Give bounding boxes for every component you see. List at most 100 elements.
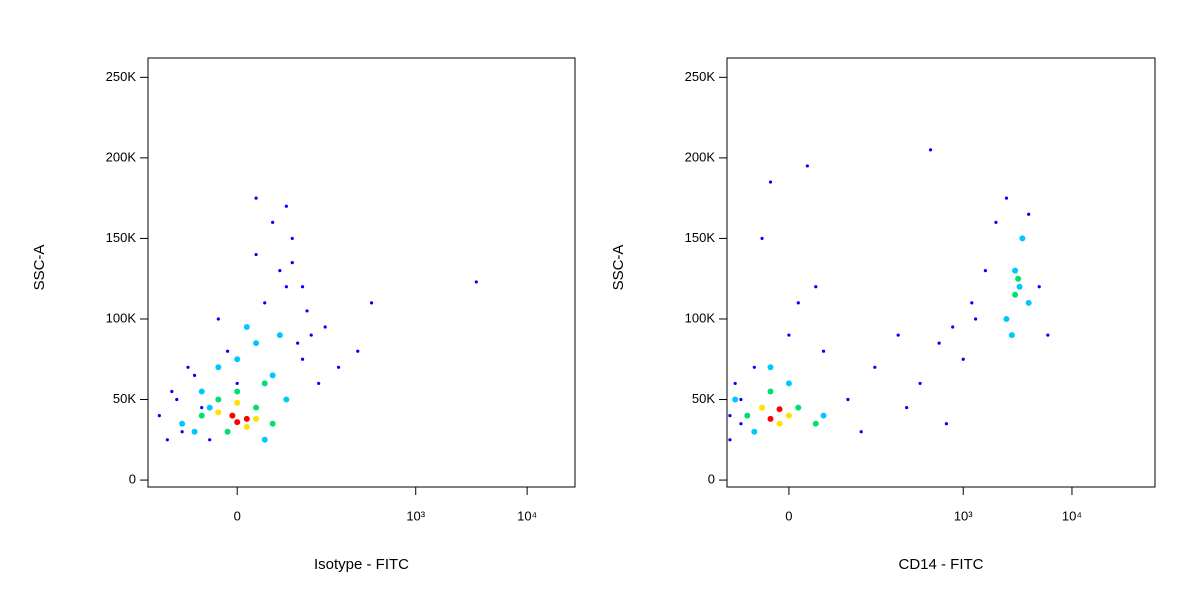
y-tick-label: 250K bbox=[685, 69, 716, 84]
point bbox=[300, 285, 305, 289]
point bbox=[263, 301, 267, 305]
point bbox=[1016, 283, 1023, 290]
point bbox=[309, 333, 313, 337]
y-tick-label: 0 bbox=[129, 472, 136, 487]
x-tick-label: 0 bbox=[785, 508, 792, 523]
x-tick-label: 10⁴ bbox=[1062, 508, 1082, 523]
point bbox=[284, 204, 288, 208]
point bbox=[296, 341, 300, 345]
point bbox=[317, 381, 321, 386]
y-tick-label: 150K bbox=[106, 230, 137, 245]
point bbox=[278, 269, 282, 273]
point bbox=[937, 341, 941, 345]
point bbox=[752, 365, 756, 369]
point bbox=[776, 420, 783, 427]
y-tick-label: 50K bbox=[113, 391, 136, 406]
point bbox=[243, 415, 250, 422]
point bbox=[928, 148, 933, 152]
y-tick-label: 150K bbox=[685, 230, 716, 245]
point bbox=[918, 381, 922, 386]
point bbox=[973, 317, 978, 321]
point bbox=[1008, 332, 1015, 339]
point bbox=[1046, 333, 1050, 337]
point bbox=[191, 428, 198, 435]
x-axis-label: CD14 - FITC bbox=[898, 556, 983, 573]
point bbox=[290, 260, 294, 265]
point bbox=[235, 381, 239, 386]
point bbox=[785, 380, 792, 387]
x-tick-label: 10⁴ bbox=[517, 508, 537, 523]
point bbox=[215, 396, 222, 403]
point bbox=[234, 419, 241, 426]
point bbox=[206, 404, 213, 411]
point bbox=[951, 325, 955, 329]
point bbox=[336, 365, 341, 369]
point bbox=[1012, 267, 1019, 274]
point bbox=[253, 415, 260, 422]
point bbox=[795, 404, 802, 411]
point bbox=[785, 412, 792, 419]
x-axis-label: Isotype - FITC bbox=[314, 556, 409, 573]
point bbox=[216, 317, 220, 321]
point bbox=[269, 372, 276, 379]
point bbox=[983, 269, 988, 273]
y-tick-label: 250K bbox=[106, 69, 137, 84]
point bbox=[728, 438, 732, 442]
point bbox=[271, 220, 275, 224]
point bbox=[243, 423, 250, 430]
y-tick-label: 100K bbox=[685, 310, 716, 325]
point bbox=[300, 357, 305, 361]
point bbox=[1015, 275, 1022, 282]
x-tick-label: 10³ bbox=[954, 508, 973, 523]
point bbox=[474, 280, 478, 284]
point bbox=[896, 333, 900, 337]
plot-frame bbox=[147, 57, 576, 488]
y-axis-label: SSC-A bbox=[610, 245, 627, 291]
point bbox=[1003, 315, 1010, 322]
y-tick-label: 50K bbox=[692, 391, 715, 406]
point bbox=[873, 365, 877, 369]
point bbox=[225, 349, 230, 353]
y-tick-label: 0 bbox=[708, 472, 715, 487]
point bbox=[728, 414, 732, 418]
point bbox=[767, 364, 774, 371]
point bbox=[805, 164, 809, 168]
point bbox=[234, 388, 241, 395]
plot-frame bbox=[726, 57, 1156, 488]
point bbox=[186, 365, 190, 369]
point bbox=[1012, 291, 1019, 298]
point bbox=[215, 364, 222, 371]
y-axis-label: SSC-A bbox=[31, 245, 48, 291]
point bbox=[732, 396, 739, 403]
point bbox=[198, 412, 205, 419]
point bbox=[234, 356, 241, 363]
point bbox=[179, 420, 186, 427]
point bbox=[165, 438, 169, 442]
point bbox=[234, 399, 241, 406]
point bbox=[759, 404, 766, 411]
point bbox=[905, 405, 909, 410]
point bbox=[254, 196, 258, 200]
point bbox=[787, 333, 791, 337]
point bbox=[776, 406, 783, 413]
y-tick-label: 200K bbox=[685, 149, 716, 164]
point bbox=[961, 357, 965, 361]
point bbox=[744, 412, 751, 419]
point bbox=[994, 220, 998, 224]
point bbox=[305, 309, 309, 313]
point bbox=[261, 436, 268, 443]
point bbox=[261, 380, 268, 387]
point bbox=[796, 301, 800, 305]
point bbox=[323, 325, 327, 329]
point bbox=[180, 430, 184, 434]
point bbox=[1027, 212, 1031, 216]
point bbox=[192, 373, 197, 377]
x-tick-label: 10³ bbox=[406, 508, 425, 523]
point bbox=[356, 349, 360, 353]
point bbox=[253, 340, 260, 347]
point bbox=[751, 428, 758, 435]
point bbox=[739, 422, 743, 426]
point bbox=[200, 405, 204, 410]
